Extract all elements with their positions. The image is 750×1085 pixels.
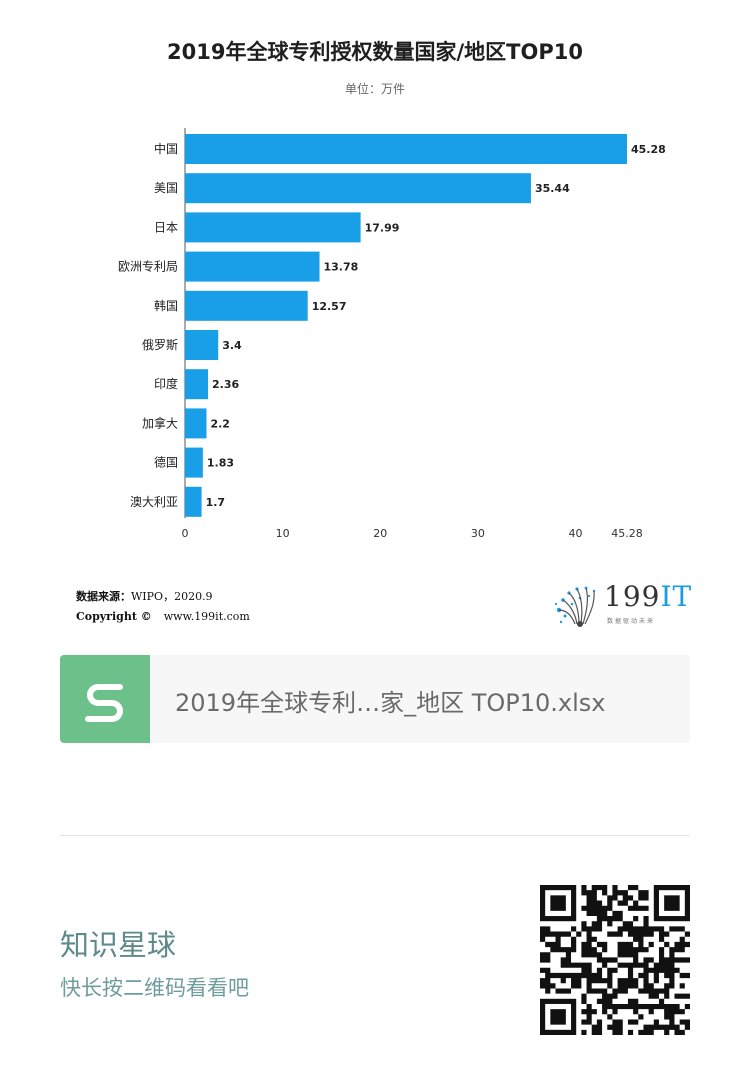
copyright-url[interactable]: www.199it.com [163, 610, 250, 623]
logo-text-num: 199 [604, 580, 661, 613]
x-tick-label: 30 [471, 527, 485, 540]
data-label: 2.36 [212, 378, 239, 391]
bar [185, 173, 531, 204]
qr-code-icon[interactable] [540, 885, 690, 1035]
x-tick-label: 10 [276, 527, 290, 540]
chart-unit: 单位：万件 [344, 82, 405, 96]
bar [185, 251, 320, 282]
data-label: 1.83 [207, 457, 234, 470]
category-label: 德国 [154, 455, 178, 470]
divider [60, 835, 690, 836]
source-line: 数据来源：WIPO，2020.9 [76, 588, 213, 604]
bar [185, 408, 207, 439]
planet-title: 知识星球 [60, 928, 177, 962]
bar [185, 486, 202, 517]
data-label: 1.7 [206, 496, 226, 509]
source-text: WIPO，2020.9 [131, 590, 213, 603]
planet-subtitle: 快长按二维码看看吧 [60, 976, 249, 1000]
bar [185, 447, 203, 478]
category-label: 加拿大 [142, 415, 178, 430]
category-label: 中国 [154, 141, 178, 156]
data-label: 13.78 [324, 261, 359, 274]
x-tick-label: 20 [373, 527, 387, 540]
category-label: 印度 [154, 376, 178, 391]
category-label: 欧洲专利局 [118, 259, 178, 274]
bar [185, 290, 308, 321]
bar [185, 134, 627, 164]
x-tick-label: 40 [568, 527, 582, 540]
data-label: 12.57 [312, 300, 347, 313]
logo-slogan: 数据驱动未来 [607, 618, 656, 625]
spreadsheet-s-icon[interactable] [60, 655, 150, 743]
bar [185, 212, 361, 243]
data-label: 45.28 [631, 143, 666, 156]
category-label: 美国 [154, 181, 178, 195]
data-label: 35.44 [535, 182, 570, 195]
category-label: 日本 [154, 220, 178, 234]
category-label: 澳大利亚 [130, 495, 178, 509]
data-label: 17.99 [365, 221, 400, 234]
category-label: 韩国 [154, 298, 178, 313]
logo-text-it: IT [660, 580, 693, 613]
bar [185, 330, 219, 360]
copyright-label: Copyright © [76, 610, 152, 623]
logo-icon [554, 586, 596, 627]
x-tick-label: 45.28 [611, 527, 643, 540]
source-label: 数据来源： [76, 590, 131, 603]
x-tick-label: 0 [182, 527, 189, 540]
data-label: 3.4 [222, 339, 242, 352]
copyright-line: Copyright © www.199it.com [76, 610, 250, 623]
category-label: 俄罗斯 [142, 338, 178, 352]
chart-title: 2019年全球专利授权数量国家/地区TOP10 [167, 40, 583, 64]
bar [185, 369, 209, 400]
file-attachment-card[interactable] [60, 655, 690, 743]
file-name[interactable]: 2019年全球专利…家_地区 TOP10.xlsx [175, 689, 606, 717]
bar-chart: 中国 45.28 美国 35.44 日本 17.99 欧洲专利局 13.78 韩国 12.57 俄罗… [118, 128, 666, 540]
logo-text: 199IT [604, 580, 692, 613]
data-label: 2.2 [210, 417, 230, 430]
